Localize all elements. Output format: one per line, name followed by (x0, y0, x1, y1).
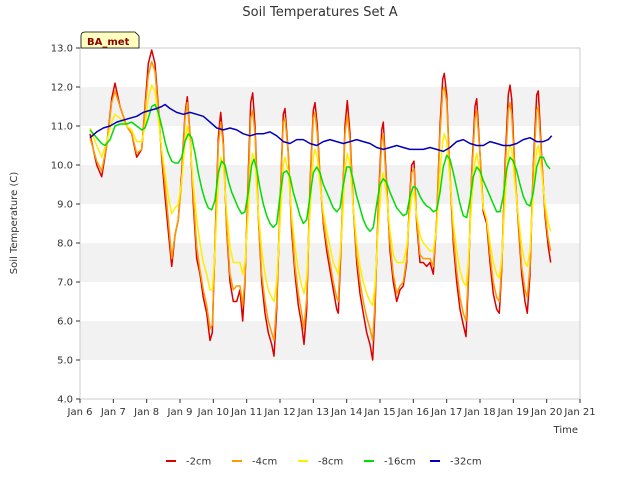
legend-label: -8cm (318, 457, 343, 468)
x-tick-label: Jan 14 (330, 407, 362, 418)
grid-band (80, 321, 580, 360)
plot-frame (79, 47, 581, 400)
legend: -2cm -4cm -8cm -16cm -32cm (166, 457, 482, 468)
x-tick-label: Jan 13 (297, 407, 329, 418)
x-tick-label: Jan 20 (530, 407, 562, 418)
series-lines (89, 49, 553, 361)
y-axis-ticks: 4.0 5.0 6.0 7.0 8.0 9.0 10.0 11.0 12.0 13.0 (51, 44, 80, 406)
x-tick-label: Jan 7 (100, 407, 126, 418)
y-tick-label: 8.0 (57, 239, 73, 250)
x-tick-label: Jan 16 (397, 407, 429, 418)
x-tick-label: Jan 6 (67, 407, 93, 418)
x-tick-label: Jan 12 (263, 407, 295, 418)
x-axis-ticks: Jan 6 Jan 7 Jan 8 Jan 9 Jan 10 Jan 11 Jan 12 Ja… (67, 399, 596, 418)
x-tick-label: Jan 21 (563, 407, 595, 418)
x-tick-label: Jan 9 (167, 407, 193, 418)
x-tick-label: Jan 10 (197, 407, 229, 418)
y-tick-label: 13.0 (51, 44, 73, 55)
y-tick-label: 6.0 (57, 317, 73, 328)
grid-band (80, 87, 580, 126)
x-tick-label: Jan 11 (230, 407, 262, 418)
x-tick-label: Jan 8 (133, 407, 159, 418)
station-badge-label: BA_met (87, 37, 130, 48)
x-axis-label: Time (553, 425, 578, 436)
legend-label: -2cm (186, 457, 211, 468)
series-line-8cm (89, 84, 552, 307)
y-axis-label: Soil Temperature (C) (9, 172, 20, 275)
station-badge: BA_met (80, 31, 140, 49)
plot-background-bands (80, 87, 580, 360)
y-tick-label: 4.0 (57, 395, 73, 406)
y-tick-label: 9.0 (57, 200, 73, 211)
series-line-32cm (89, 103, 553, 153)
x-tick-label: Jan 15 (363, 407, 395, 418)
y-tick-label: 5.0 (57, 356, 73, 367)
x-tick-label: Jan 18 (463, 407, 495, 418)
legend-label: -32cm (450, 457, 482, 468)
y-tick-label: 12.0 (51, 83, 73, 94)
y-tick-label: 10.0 (51, 161, 73, 172)
legend-label: -4cm (252, 457, 277, 468)
legend-label: -16cm (384, 457, 416, 468)
x-tick-label: Jan 19 (497, 407, 529, 418)
y-tick-label: 11.0 (51, 122, 73, 133)
chart-title: Soil Temperatures Set A (242, 5, 397, 20)
x-tick-label: Jan 17 (430, 407, 462, 418)
series-line-16cm (89, 103, 551, 233)
y-tick-label: 7.0 (57, 278, 73, 289)
